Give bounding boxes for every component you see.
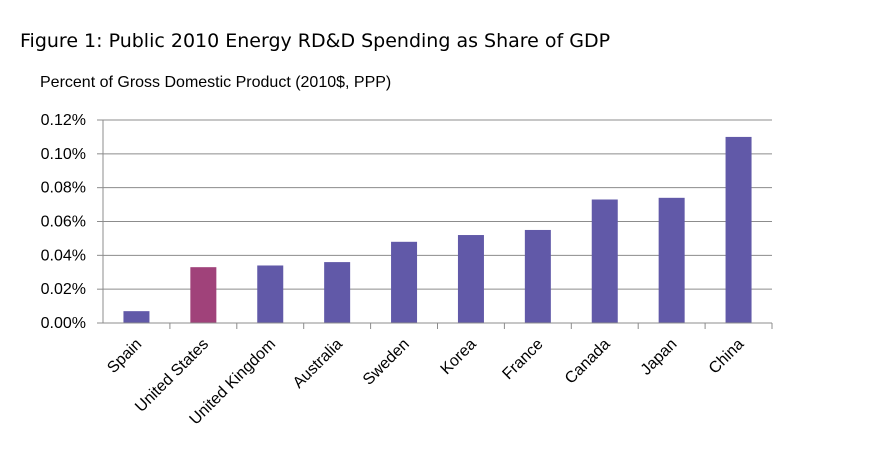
x-tick-label: Australia (290, 336, 346, 392)
y-tick-label: 0.02% (41, 281, 86, 298)
y-tick-label: 0.06% (41, 214, 86, 231)
y-tick-labels: 0.00% 0.02% 0.04% 0.06% 0.08% 0.10% 0.12% (41, 112, 86, 332)
bar-japan (658, 197, 685, 323)
x-tick-label: Sweden (360, 336, 413, 389)
bar-united-states (190, 267, 217, 323)
chart-title: Figure 1: Public 2010 Energy RD&D Spendi… (20, 30, 611, 52)
axes (97, 119, 773, 329)
y-tick-label: 0.12% (41, 112, 86, 129)
bar-korea (457, 235, 484, 323)
bar-spain (123, 311, 150, 323)
y-axis-title: Percent of Gross Domestic Product (2010$… (40, 74, 392, 91)
y-tick-label: 0.10% (41, 146, 86, 163)
x-tick-label: Korea (438, 336, 480, 378)
bar-china (725, 136, 752, 323)
x-tick-label: Japan (638, 336, 681, 379)
y-tick-label: 0.00% (41, 315, 86, 332)
bar-united-kingdom (257, 265, 284, 323)
y-tick-label: 0.04% (41, 247, 86, 264)
bar-canada (591, 199, 618, 323)
bars (123, 136, 752, 323)
bar-france (524, 229, 551, 323)
x-tick-label: Canada (562, 336, 614, 388)
x-tick-label: China (706, 336, 748, 378)
y-tick-label: 0.08% (41, 180, 86, 197)
bar-australia (324, 262, 351, 323)
x-tick-label: France (499, 336, 546, 383)
x-tick-label: Spain (104, 336, 145, 377)
bar-sweden (391, 241, 418, 323)
